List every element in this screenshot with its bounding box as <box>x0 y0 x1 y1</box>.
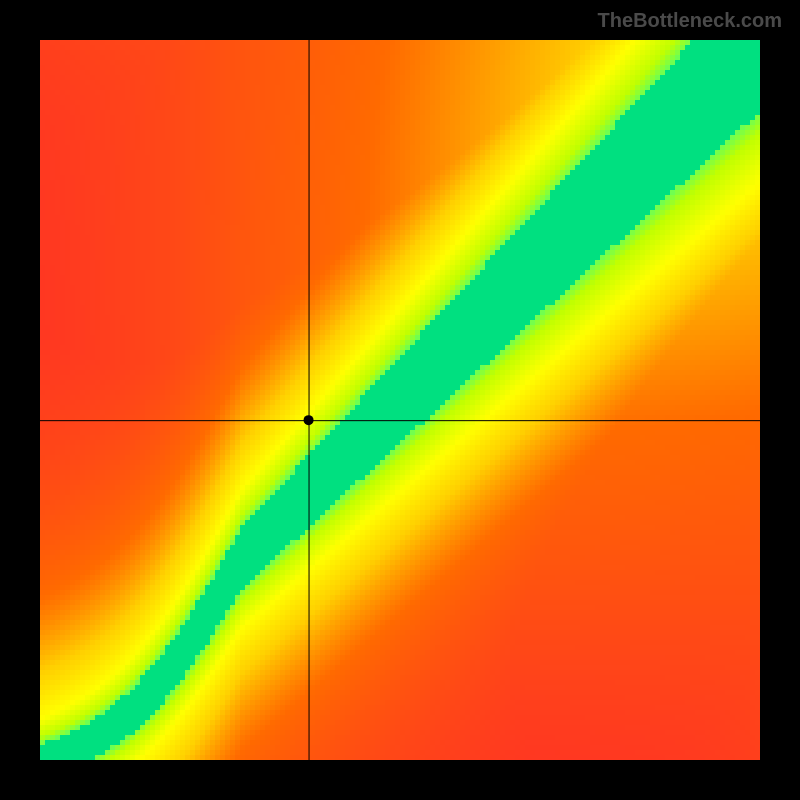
heatmap-container <box>40 40 760 760</box>
watermark-text: TheBottleneck.com <box>598 10 782 33</box>
bottleneck-heatmap <box>40 40 760 760</box>
